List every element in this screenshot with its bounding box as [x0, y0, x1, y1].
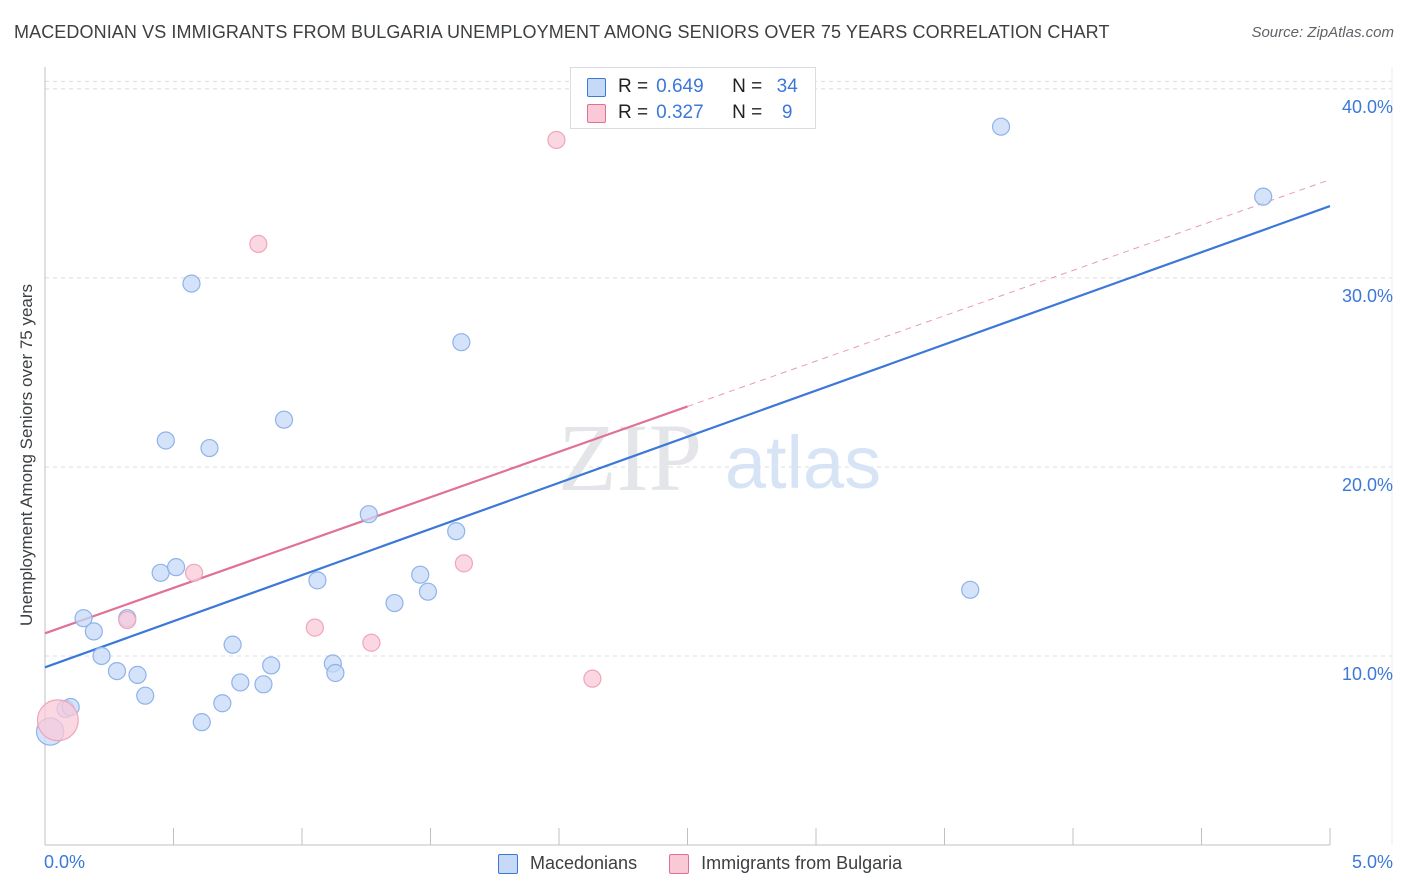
legend-n-value: 9	[781, 102, 793, 123]
legend-row-bulgaria: R = 0.327 N = 9	[587, 101, 802, 125]
axes	[44, 67, 1393, 846]
point-macedonians	[128, 665, 147, 684]
bottom-legend-label: Immigrants from Bulgaria	[701, 853, 903, 873]
point-macedonians	[262, 656, 281, 675]
point-bulgaria	[547, 130, 566, 150]
point-bulgaria	[583, 669, 602, 688]
legend-swatch-blue	[587, 77, 606, 97]
point-bulgaria	[249, 234, 268, 254]
point-macedonians	[254, 675, 273, 694]
trendline-macedonians	[44, 205, 1331, 669]
bottom-legend-swatch-blue	[498, 853, 518, 874]
bottom-legend-bulgaria[interactable]: Immigrants from Bulgaria	[669, 853, 902, 874]
legend: R = 0.649 N = 34 R = 0.327 N = 9	[570, 67, 816, 129]
bottom-legend-macedonians[interactable]: Macedonians	[498, 853, 637, 874]
point-macedonians	[107, 661, 127, 681]
point-macedonians	[231, 673, 250, 692]
point-macedonians	[84, 622, 103, 641]
point-macedonians	[447, 522, 466, 541]
source-label: Source: ZipAtlas.com	[1251, 24, 1394, 41]
legend-n-label: N =	[732, 102, 763, 123]
point-macedonians	[961, 580, 980, 599]
y-tick-label: 40.0%	[1342, 97, 1393, 117]
legend-swatch-pink	[587, 103, 606, 123]
point-macedonians	[200, 438, 219, 458]
point-macedonians	[182, 274, 201, 293]
watermark-atlas: atlas	[725, 421, 881, 504]
point-macedonians	[418, 582, 438, 601]
chart-title: MACEDONIAN VS IMMIGRANTS FROM BULGARIA U…	[14, 22, 1110, 42]
y-tick-label: 10.0%	[1342, 664, 1393, 684]
y-tick-labels: 10.0% 20.0% 30.0% 40.0%	[1342, 97, 1393, 684]
point-bulgaria	[362, 633, 381, 652]
bottom-legend: Macedonians Immigrants from Bulgaria	[498, 853, 934, 874]
point-macedonians	[326, 663, 345, 683]
point-macedonians	[92, 646, 111, 666]
point-macedonians	[223, 635, 242, 654]
point-macedonians	[411, 565, 430, 584]
legend-r-label: R =	[618, 102, 649, 123]
point-macedonians	[1254, 187, 1273, 206]
point-macedonians	[151, 563, 170, 582]
point-macedonians	[308, 571, 327, 590]
grid	[45, 80, 1392, 657]
legend-r-value: 0.649	[656, 76, 704, 97]
x-tick-label-min: 0.0%	[44, 852, 86, 872]
point-bulgaria	[36, 699, 79, 742]
point-macedonians	[192, 713, 211, 732]
point-bulgaria	[118, 610, 137, 630]
legend-n-value: 34	[776, 76, 798, 97]
point-bulgaria	[305, 618, 324, 637]
point-macedonians	[74, 609, 93, 628]
legend-r-label: R =	[618, 76, 649, 97]
data-points	[35, 117, 1273, 746]
bottom-legend-label: Macedonians	[530, 853, 638, 873]
point-bulgaria	[454, 554, 474, 573]
point-macedonians	[166, 558, 186, 577]
point-macedonians	[991, 117, 1011, 136]
watermark: ZIP atlas	[558, 404, 881, 511]
legend-r-value: 0.327	[656, 102, 704, 123]
legend-row-macedonians: R = 0.649 N = 34	[587, 75, 802, 99]
point-bulgaria	[184, 563, 204, 582]
point-macedonians	[156, 431, 175, 450]
point-macedonians	[359, 505, 378, 524]
point-macedonians	[452, 333, 471, 352]
point-macedonians	[274, 410, 294, 429]
point-macedonians	[385, 593, 404, 613]
point-macedonians	[136, 686, 155, 705]
x-tick-label-max: 5.0%	[1351, 852, 1393, 872]
bottom-legend-swatch-pink	[669, 853, 690, 874]
point-macedonians	[213, 694, 232, 713]
y-tick-label: 20.0%	[1342, 475, 1393, 495]
y-tick-label: 30.0%	[1342, 286, 1393, 306]
legend-n-label: N =	[732, 76, 763, 97]
trendline-extension-bulgaria	[687, 179, 1331, 407]
